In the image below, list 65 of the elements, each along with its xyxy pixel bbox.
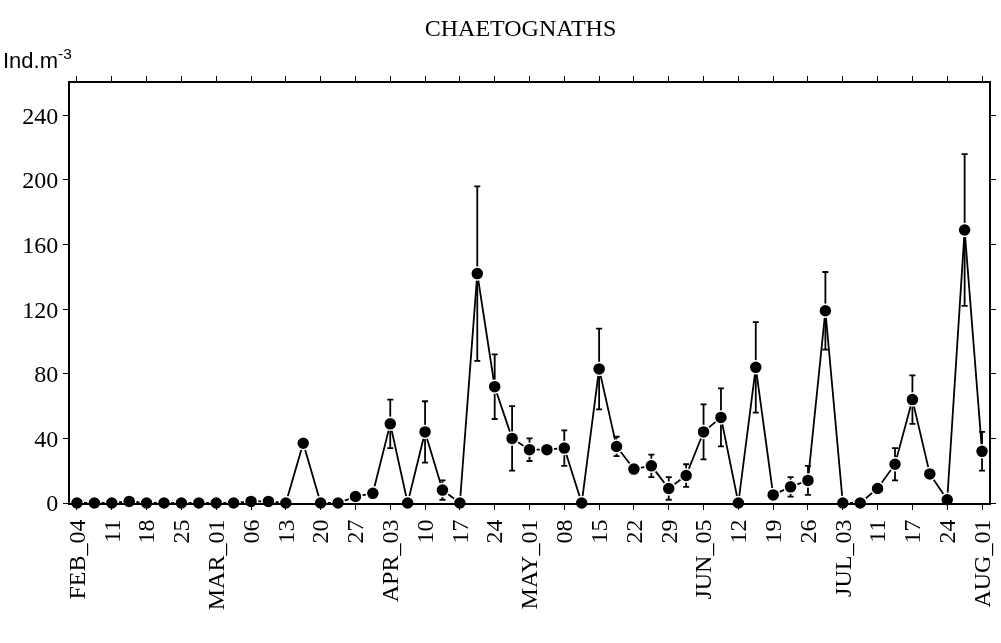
point xyxy=(661,481,676,496)
point xyxy=(470,266,485,281)
x-tick-label: 24 xyxy=(934,519,961,544)
point xyxy=(818,303,833,319)
x-tick-label: 17 xyxy=(446,519,473,544)
point xyxy=(626,461,642,477)
x-tick-label: 18 xyxy=(133,519,160,544)
x-tick-label: 10 xyxy=(411,519,438,544)
point xyxy=(557,440,572,456)
point xyxy=(800,473,816,488)
point xyxy=(522,442,537,457)
point xyxy=(591,361,607,377)
point xyxy=(295,435,311,451)
y-tick-label: 120 xyxy=(22,296,59,323)
point xyxy=(417,424,433,440)
y-tick-label: 40 xyxy=(34,425,59,452)
point xyxy=(678,468,694,483)
x-tick-label: 17 xyxy=(899,519,926,544)
point xyxy=(539,442,555,457)
point xyxy=(974,444,990,459)
point xyxy=(696,424,711,440)
y-tick-label: 0 xyxy=(46,490,59,517)
x-tick-label: 20 xyxy=(307,519,334,544)
y-axis-title: Ind.m$^{-3}$ xyxy=(3,45,72,74)
point xyxy=(487,379,502,394)
point xyxy=(609,439,624,454)
x-tick-label: 15 xyxy=(585,519,612,544)
y-tick-label: 200 xyxy=(22,167,59,194)
x-tick-label: 13 xyxy=(272,519,299,544)
point xyxy=(713,410,729,425)
point xyxy=(365,486,381,501)
x-tick-label: JUN_05 xyxy=(690,519,717,600)
point xyxy=(957,222,972,238)
point xyxy=(870,481,885,496)
point xyxy=(644,458,659,474)
x-tick-label: 19 xyxy=(759,519,786,544)
point xyxy=(905,392,920,407)
point xyxy=(504,431,520,446)
point xyxy=(765,487,781,503)
chart-title: CHAETOGNATHS xyxy=(424,15,617,42)
x-tick-label: 06 xyxy=(237,519,264,544)
x-tick-label: 29 xyxy=(655,519,682,544)
x-tick-label: 08 xyxy=(551,519,578,544)
x-tick-label: 25 xyxy=(168,519,195,544)
x-tick-label: JUL_03 xyxy=(829,519,856,597)
x-tick-label: 24 xyxy=(481,519,508,544)
y-tick-label: 160 xyxy=(22,231,59,258)
point xyxy=(348,489,363,504)
x-tick-label: FEB_04 xyxy=(63,519,90,600)
x-tick-label: 22 xyxy=(620,519,647,544)
x-tick-label: APR_03 xyxy=(377,519,404,603)
x-tick-label: AUG_01 xyxy=(968,519,995,608)
x-tick-label: 26 xyxy=(794,519,821,544)
y-tick-label: 240 xyxy=(22,102,59,129)
x-tick-label: 27 xyxy=(342,519,369,544)
x-tick-label: 11 xyxy=(864,519,891,543)
point xyxy=(748,360,764,375)
y-tick-label: 80 xyxy=(34,361,59,388)
point xyxy=(383,416,398,432)
x-tick-label: 11 xyxy=(98,519,125,543)
x-tick-label: 12 xyxy=(725,519,752,544)
x-tick-label: MAY_01 xyxy=(516,519,543,610)
x-tick-label: MAR_01 xyxy=(203,519,229,611)
point xyxy=(922,466,938,482)
point xyxy=(887,456,903,472)
